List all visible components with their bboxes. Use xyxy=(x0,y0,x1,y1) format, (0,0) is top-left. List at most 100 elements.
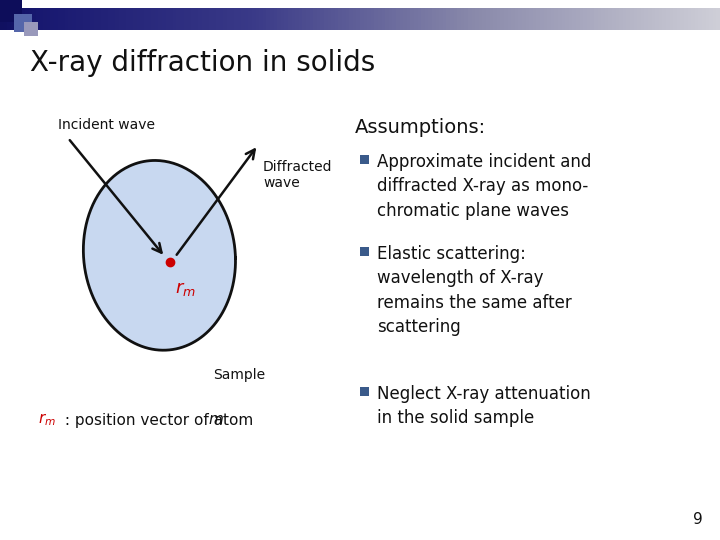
Bar xyxy=(418,8,421,30)
Bar xyxy=(623,8,626,30)
Text: X-ray diffraction in solids: X-ray diffraction in solids xyxy=(30,49,375,77)
Bar xyxy=(421,8,425,30)
Bar xyxy=(648,8,652,30)
Bar xyxy=(68,8,72,30)
Bar xyxy=(662,8,666,30)
Bar xyxy=(706,8,709,30)
Bar xyxy=(25,8,29,30)
Bar xyxy=(461,8,464,30)
Bar xyxy=(691,8,695,30)
Bar xyxy=(605,8,608,30)
Bar xyxy=(371,8,374,30)
Bar xyxy=(641,8,644,30)
Text: Sample: Sample xyxy=(213,368,265,382)
Bar xyxy=(270,8,274,30)
Bar xyxy=(396,8,400,30)
Bar xyxy=(500,8,504,30)
Bar xyxy=(479,8,482,30)
Bar xyxy=(475,8,479,30)
Bar xyxy=(248,8,252,30)
Bar xyxy=(353,8,356,30)
Bar xyxy=(65,8,68,30)
Bar xyxy=(439,8,443,30)
Bar xyxy=(616,8,619,30)
Bar xyxy=(619,8,623,30)
Bar xyxy=(652,8,655,30)
Bar xyxy=(374,8,378,30)
Bar xyxy=(144,8,148,30)
Bar xyxy=(493,8,497,30)
Bar xyxy=(230,8,234,30)
Bar xyxy=(515,8,518,30)
Bar xyxy=(284,8,288,30)
Bar xyxy=(47,8,50,30)
Bar xyxy=(529,8,533,30)
Bar xyxy=(22,8,25,30)
Bar xyxy=(612,8,616,30)
Bar xyxy=(61,8,65,30)
Bar xyxy=(468,8,472,30)
Bar xyxy=(608,8,612,30)
Bar xyxy=(626,8,630,30)
Bar xyxy=(94,8,97,30)
Bar xyxy=(176,8,180,30)
Text: Incident wave: Incident wave xyxy=(58,118,155,132)
Bar xyxy=(490,8,493,30)
Bar xyxy=(432,8,436,30)
Bar xyxy=(274,8,277,30)
Bar xyxy=(252,8,256,30)
Bar xyxy=(50,8,54,30)
Bar xyxy=(518,8,522,30)
Bar xyxy=(115,8,119,30)
Bar xyxy=(24,22,38,36)
Bar xyxy=(504,8,508,30)
Bar xyxy=(360,387,369,396)
Bar xyxy=(241,8,245,30)
Bar xyxy=(389,8,392,30)
Bar xyxy=(464,8,468,30)
Bar xyxy=(194,8,198,30)
Bar xyxy=(522,8,526,30)
Bar xyxy=(320,8,324,30)
Bar xyxy=(698,8,702,30)
Bar xyxy=(630,8,634,30)
Bar xyxy=(292,8,295,30)
Text: Assumptions:: Assumptions: xyxy=(355,118,486,137)
Bar xyxy=(36,8,40,30)
Text: $\mathit{r}_m$: $\mathit{r}_m$ xyxy=(38,411,56,428)
Bar xyxy=(338,8,342,30)
Bar xyxy=(403,8,407,30)
Bar xyxy=(234,8,238,30)
Bar xyxy=(407,8,410,30)
Bar xyxy=(695,8,698,30)
Bar xyxy=(716,8,720,30)
Bar xyxy=(97,8,101,30)
Bar xyxy=(644,8,648,30)
Bar xyxy=(508,8,511,30)
Bar xyxy=(112,8,115,30)
Bar xyxy=(187,8,191,30)
Bar xyxy=(356,8,360,30)
Bar xyxy=(446,8,450,30)
Bar xyxy=(302,8,306,30)
Bar xyxy=(497,8,500,30)
Bar xyxy=(313,8,317,30)
Bar xyxy=(317,8,320,30)
Bar xyxy=(173,8,176,30)
Bar xyxy=(11,8,14,30)
Bar xyxy=(266,8,270,30)
Bar xyxy=(86,8,90,30)
Bar xyxy=(576,8,580,30)
Bar xyxy=(126,8,130,30)
Bar xyxy=(364,8,367,30)
Bar xyxy=(281,8,284,30)
Bar xyxy=(360,247,369,256)
Bar xyxy=(382,8,385,30)
Bar xyxy=(122,8,126,30)
Bar xyxy=(565,8,569,30)
Bar xyxy=(130,8,133,30)
Bar xyxy=(212,8,216,30)
Bar xyxy=(572,8,576,30)
Bar xyxy=(601,8,605,30)
Bar xyxy=(191,8,194,30)
